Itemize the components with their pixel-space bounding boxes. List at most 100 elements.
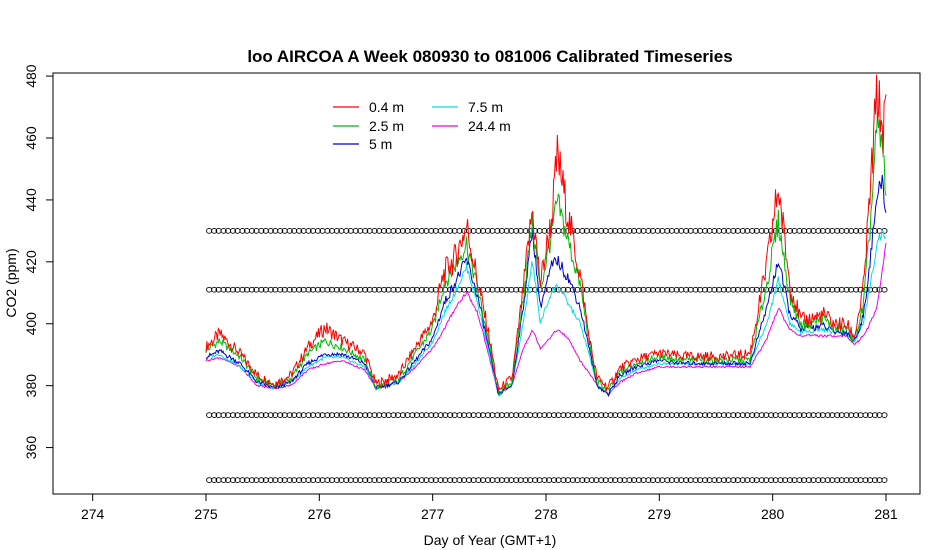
flag-marker-point <box>786 228 794 234</box>
flag-marker-point <box>777 412 784 418</box>
flag-marker-point <box>871 286 879 293</box>
flag-marker-point <box>796 477 803 483</box>
flag-marker-point <box>296 412 303 418</box>
flag-marker-point <box>598 477 605 483</box>
flag-marker-point <box>447 477 454 483</box>
flag-marker-point <box>381 228 388 234</box>
legend: 0.4 m 2.5 m 5 m 7.5 m 24.4 m <box>333 99 511 152</box>
flag-marker-point <box>692 286 699 293</box>
flag-marker-point <box>239 477 246 483</box>
flag-marker-point <box>239 286 246 293</box>
flag-marker-point <box>692 412 699 418</box>
flag-marker-point <box>560 477 567 483</box>
flag-marker-point <box>853 228 860 234</box>
flag-marker-point <box>588 477 595 483</box>
flag-marker-point <box>702 477 709 483</box>
flag-marker-point <box>749 286 756 293</box>
flag-marker-point <box>220 228 227 234</box>
flag-marker-point <box>862 477 869 483</box>
flag-marker-point <box>229 412 237 418</box>
flag-marker-point <box>560 412 567 418</box>
flag-marker-point <box>399 228 407 234</box>
flag-marker-point <box>484 412 491 418</box>
flag-marker-point <box>796 412 803 418</box>
x-tick-label: 277 <box>421 506 445 522</box>
flag-marker-point <box>305 412 312 418</box>
flag-marker-point <box>871 412 879 418</box>
flag-marker-point <box>796 286 803 293</box>
flag-marker-point <box>749 477 756 483</box>
flag-marker-point <box>824 412 831 418</box>
flag-marker-point <box>229 228 237 234</box>
legend-label: 0.4 m <box>369 99 404 115</box>
flag-marker-point <box>881 477 888 483</box>
flag-marker-point <box>286 477 293 483</box>
flag-marker-point <box>371 477 378 483</box>
flag-marker-point <box>239 228 246 234</box>
flag-marker-point <box>475 228 482 234</box>
flag-marker-point <box>617 286 624 293</box>
flag-marker-point <box>513 286 520 293</box>
flag-marker-point <box>456 477 463 483</box>
flag-marker-point <box>758 228 765 234</box>
flag-marker-point <box>343 228 350 234</box>
flag-marker-point <box>739 412 746 418</box>
flag-marker-point <box>466 228 473 234</box>
flag-marker-point <box>617 228 624 234</box>
flag-marker-point <box>267 228 274 234</box>
flag-marker-point <box>418 412 425 418</box>
legend-label: 7.5 m <box>468 99 503 115</box>
x-tick-label: 276 <box>308 506 332 522</box>
flag-marker-point <box>673 228 680 234</box>
flag-marker-point <box>314 286 322 293</box>
x-tick-label: 280 <box>761 506 785 522</box>
flag-marker-point <box>267 412 274 418</box>
flag-marker-point <box>277 477 284 483</box>
flag-marker-point <box>362 412 369 418</box>
flag-marker-point <box>635 412 643 418</box>
flag-marker-point <box>503 412 510 418</box>
chart-title: loo AIRCOA A Week 080930 to 081006 Calib… <box>247 47 732 66</box>
flag-marker-point <box>267 477 274 483</box>
flag-marker-point <box>862 228 869 234</box>
x-tick-label: 281 <box>874 506 898 522</box>
flag-marker-point <box>588 412 595 418</box>
flag-marker-point <box>352 477 359 483</box>
flag-marker-point <box>853 477 860 483</box>
flag-marker-point <box>418 228 425 234</box>
flag-marker-point <box>532 412 539 418</box>
flag-marker-point <box>399 477 407 483</box>
flag-marker-point <box>333 412 340 418</box>
x-tick-label: 278 <box>534 506 558 522</box>
flag-marker-point <box>494 477 501 483</box>
flag-marker-point <box>588 228 595 234</box>
flag-marker-point <box>853 412 860 418</box>
flag-marker-point <box>720 286 728 293</box>
flag-marker-point <box>720 477 728 483</box>
flag-marker-point <box>286 286 293 293</box>
flag-marker-point <box>730 477 737 483</box>
flag-marker-point <box>654 477 661 483</box>
flag-marker-point <box>617 412 624 418</box>
flag-marker-point <box>805 286 812 293</box>
flag-marker-point <box>220 286 227 293</box>
x-tick-label: 274 <box>81 506 105 522</box>
flag-marker-point <box>428 228 435 234</box>
flag-marker-point <box>494 412 501 418</box>
flag-marker-point <box>220 412 227 418</box>
y-tick-label: 420 <box>23 250 39 274</box>
flag-marker-point <box>843 228 850 234</box>
flag-marker-point <box>390 477 397 483</box>
x-tick-label: 275 <box>194 506 218 522</box>
flag-marker-point <box>333 228 340 234</box>
y-axis-label: CO2 (ppm) <box>3 248 19 317</box>
flag-marker-point <box>503 286 510 293</box>
flag-marker-point <box>522 228 529 234</box>
flag-marker-point <box>409 286 416 293</box>
y-tick-label: 460 <box>23 126 39 150</box>
flag-marker-point <box>409 228 416 234</box>
series-line-7-5-m <box>205 229 887 398</box>
flag-marker-point <box>768 228 775 234</box>
flag-marker-point <box>324 286 331 293</box>
flag-marker-point <box>758 412 765 418</box>
